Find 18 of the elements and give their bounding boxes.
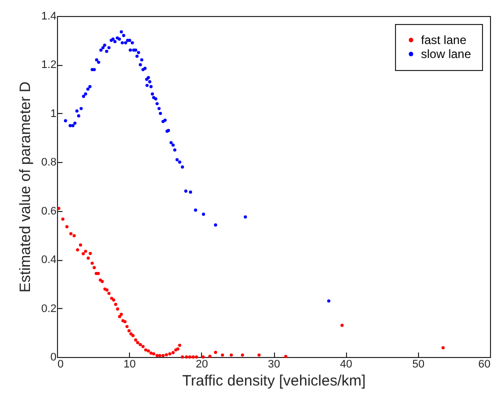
x-tick-label: 50 xyxy=(412,358,424,370)
legend-label: fast lane xyxy=(421,33,467,47)
x-tick-label: 20 xyxy=(196,358,208,370)
y-tick-label: 1.4 xyxy=(41,10,56,22)
y-axis-title: Estimated value of parameter D xyxy=(17,81,34,292)
x-tick-label: 10 xyxy=(124,358,136,370)
y-tick-label: 0.8 xyxy=(41,156,56,169)
y-tick-label: 0.4 xyxy=(41,254,56,266)
x-tick-label: 40 xyxy=(340,358,352,370)
y-tick-label: 1.2 xyxy=(41,59,56,72)
legend-label: slow lane xyxy=(421,47,472,61)
x-tick-label: 30 xyxy=(268,358,280,370)
x-tick-label: 0 xyxy=(58,358,64,370)
y-tick-label: 0.6 xyxy=(41,205,56,218)
x-axis-title: Traffic density [vehicles/km] xyxy=(182,372,366,390)
y-tick-label: 0.2 xyxy=(41,302,56,315)
y-tick-label: 1 xyxy=(50,108,56,120)
x-tick-label: 60 xyxy=(478,358,490,370)
